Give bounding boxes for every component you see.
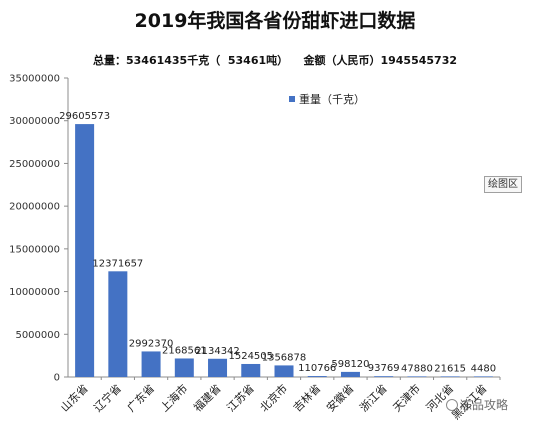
- data-label: 12371657: [92, 258, 143, 269]
- legend-swatch: [289, 96, 295, 102]
- watermark-logo-icon: [446, 398, 458, 411]
- watermark: 冻品攻略: [446, 396, 508, 413]
- x-category-label: 天津市: [390, 381, 423, 414]
- y-tick-label: 0: [54, 373, 60, 384]
- bar: [374, 376, 394, 377]
- data-labels: 29605573 12371657 299237021685612134342152…: [59, 111, 496, 374]
- chart-subtitle: 总量：53461435千克（ 53461吨） 金额（人民币）1945545732: [92, 54, 457, 67]
- x-category-label: 广东省: [125, 382, 158, 415]
- y-tick-label: 35000000: [9, 74, 60, 85]
- bar: [241, 363, 261, 377]
- bar: [274, 365, 294, 377]
- chart-title: 2019年我国各省份甜虾进口数据: [134, 10, 416, 32]
- data-label: 110766: [298, 363, 336, 374]
- bar: [407, 376, 427, 377]
- data-label: 93769: [368, 363, 400, 374]
- y-tick-labels: 0 5000000 10000000 15000000 20000000 25000000…: [9, 74, 68, 384]
- watermark-text: 冻品攻略: [460, 398, 509, 412]
- bar-series: [75, 124, 493, 377]
- bar: [174, 358, 194, 377]
- data-label: 598120: [331, 359, 369, 370]
- data-label: 21615: [434, 363, 466, 374]
- y-tick-label: 20000000: [9, 202, 60, 213]
- y-tick-label: 30000000: [9, 116, 60, 127]
- x-category-label: 吉林省: [290, 381, 323, 414]
- bar: [208, 358, 228, 377]
- data-label: 2134342: [195, 346, 240, 357]
- x-category-label: 福建省: [190, 381, 223, 414]
- x-category-label: 安徽省: [323, 381, 356, 414]
- legend-label: 重量（千克）: [299, 92, 365, 106]
- data-label: 47880: [401, 363, 433, 374]
- data-label: 29605573: [59, 111, 110, 122]
- data-label: 4480: [471, 363, 496, 374]
- x-category-label: 辽宁省: [91, 381, 124, 414]
- plot-area-button[interactable]: 绘图区: [484, 176, 522, 193]
- bar: [440, 376, 460, 377]
- x-category-label: 山东省: [58, 382, 91, 415]
- bar: [307, 376, 327, 377]
- y-tick-label: 5000000: [15, 330, 60, 341]
- y-tick-label: 10000000: [9, 287, 60, 298]
- legend: 重量（千克）: [289, 92, 365, 106]
- data-label: 2168561: [162, 345, 207, 356]
- bar: [340, 371, 360, 377]
- y-tick-label: 25000000: [9, 159, 60, 170]
- data-label: 1356878: [262, 352, 307, 363]
- bar: [108, 271, 128, 377]
- data-label: 2992370: [129, 338, 174, 349]
- x-category-label: 上海市: [157, 381, 190, 414]
- x-category-label: 浙江省: [357, 382, 390, 415]
- bar: [473, 376, 493, 377]
- bar: [141, 351, 161, 377]
- y-tick-label: 15000000: [9, 244, 60, 255]
- chart-axes: [67, 78, 500, 378]
- x-category-label: 江苏省: [224, 382, 257, 415]
- data-label: 1524505: [228, 351, 273, 362]
- bar: [75, 124, 95, 377]
- x-category-label: 北京市: [257, 381, 290, 414]
